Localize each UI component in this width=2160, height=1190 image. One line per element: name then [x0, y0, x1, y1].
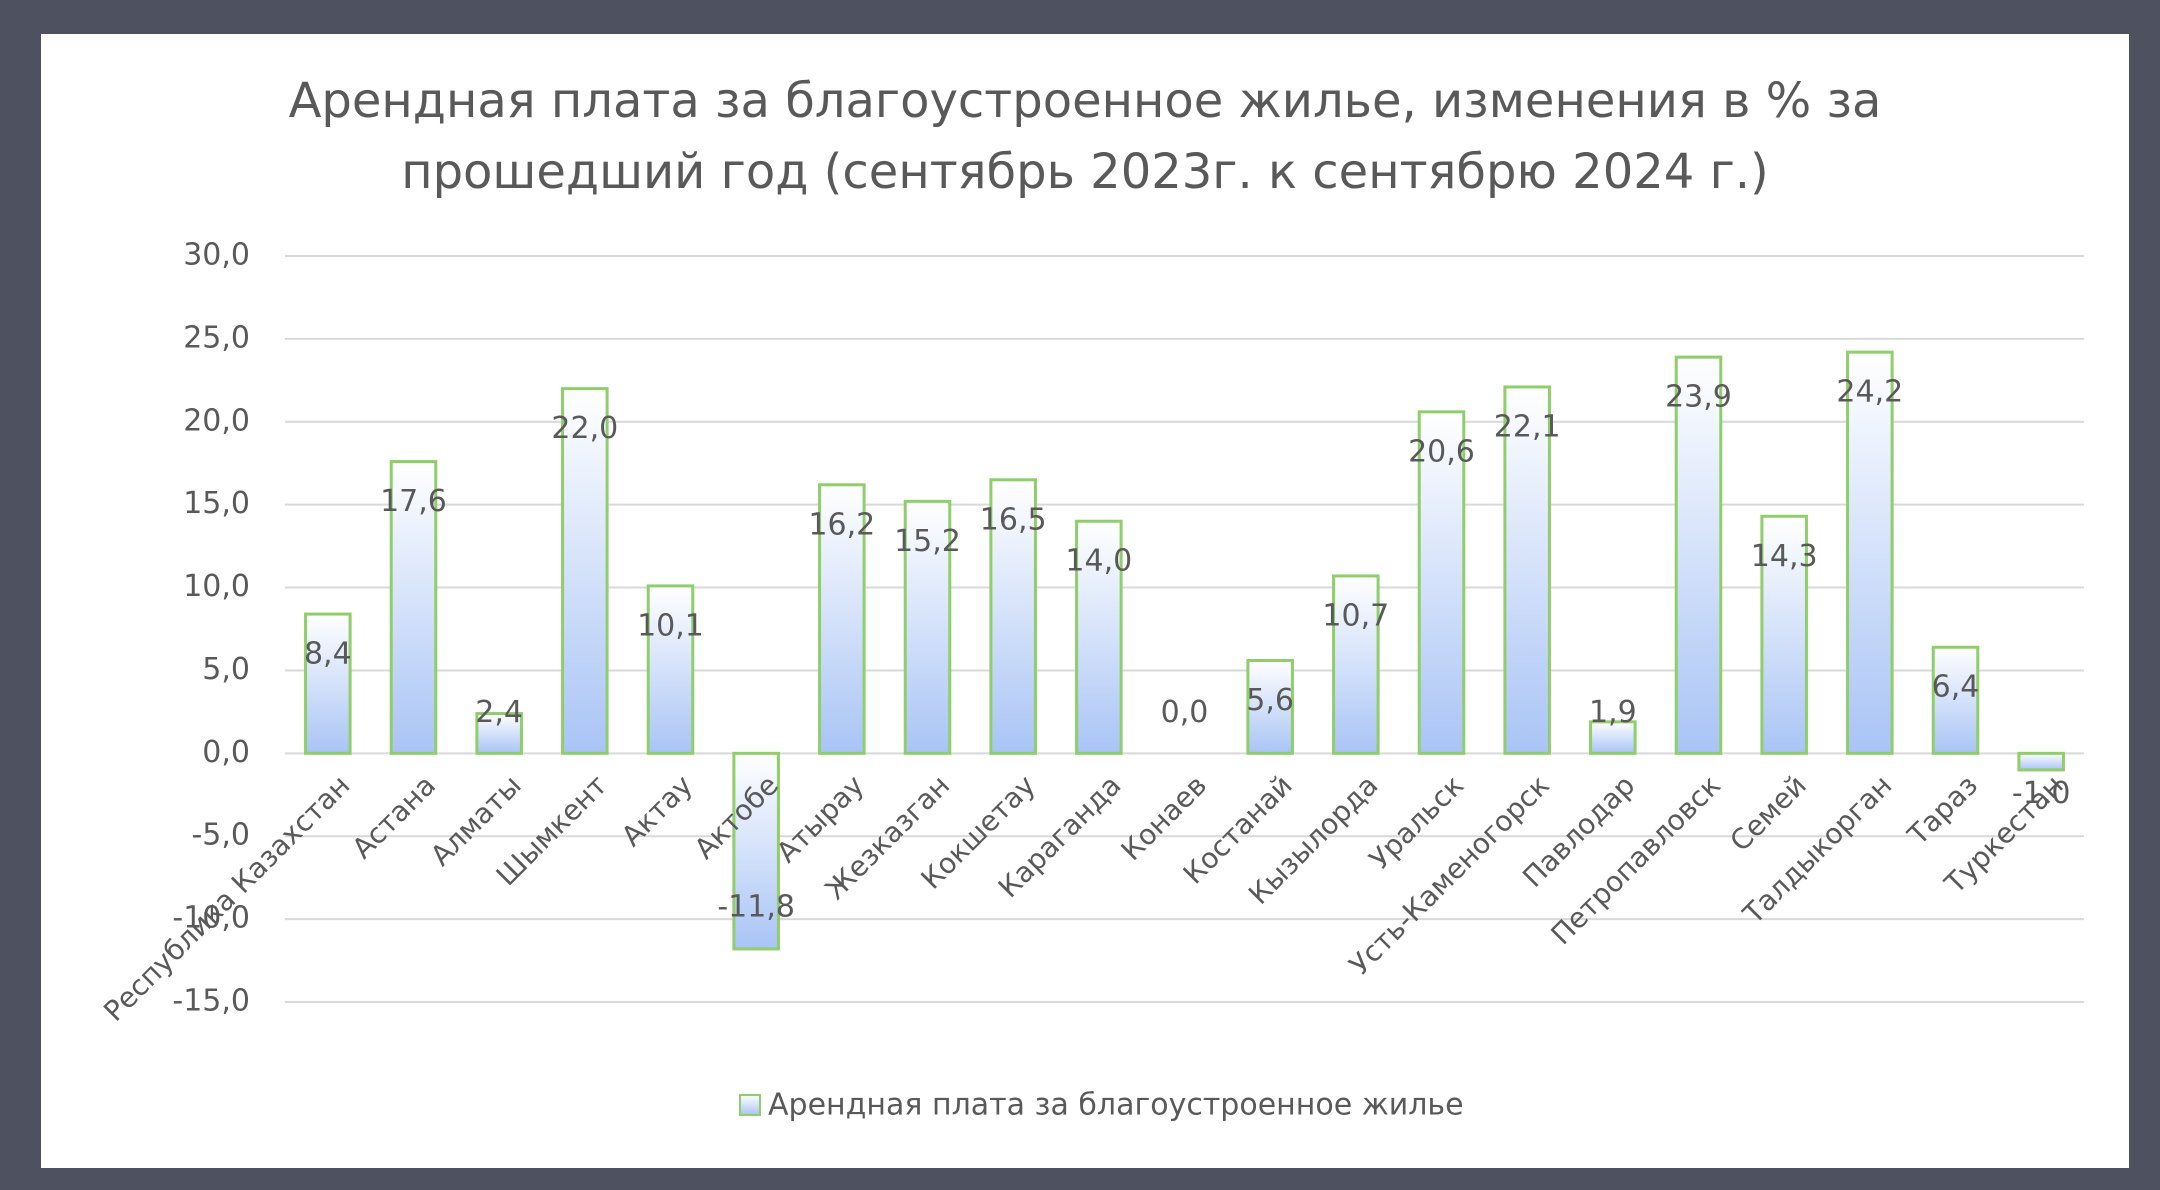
bar — [1846, 350, 1894, 755]
data-label: 20,6 — [1408, 434, 1475, 469]
data-label: 2,4 — [475, 695, 523, 730]
bar — [389, 460, 438, 755]
y-tick-label: 15,0 — [183, 486, 250, 521]
bar — [2017, 751, 2065, 772]
y-tick-label: 10,0 — [183, 569, 250, 604]
data-label: 15,2 — [894, 524, 961, 559]
bar — [1332, 574, 1380, 755]
bar — [1246, 658, 1294, 755]
y-tick-label: -10,0 — [172, 901, 250, 936]
data-label: 6,4 — [1932, 670, 1980, 705]
bar — [818, 483, 866, 755]
y-tick-label: 20,0 — [183, 403, 250, 438]
legend-label: Арендная плата за благоустроенное жилье — [768, 1088, 1464, 1123]
bar — [304, 612, 352, 755]
data-label: 0,0 — [1161, 695, 1209, 730]
data-label: 22,0 — [551, 411, 618, 446]
y-tick-label: 25,0 — [183, 320, 250, 355]
chart-title: Арендная плата за благоустроенное жилье,… — [289, 73, 1882, 129]
data-label: -11,8 — [717, 889, 795, 924]
bar — [903, 499, 952, 755]
data-label: 16,5 — [980, 502, 1047, 537]
data-label: 1,9 — [1589, 695, 1637, 730]
data-label: 22,1 — [1494, 409, 1561, 444]
bar — [475, 712, 523, 755]
data-label: 17,6 — [380, 484, 447, 519]
data-label: 10,1 — [637, 608, 704, 643]
data-label: -1,0 — [2012, 776, 2071, 811]
legend-swatch — [739, 1094, 761, 1116]
data-label: 14,0 — [1065, 544, 1132, 579]
data-label: 10,7 — [1322, 598, 1389, 633]
bar — [989, 478, 1037, 755]
bar — [1674, 355, 1723, 755]
bar — [561, 387, 609, 755]
bar — [646, 584, 695, 755]
y-tick-label: 0,0 — [202, 735, 250, 770]
bar — [1417, 410, 1466, 755]
y-tick-label: -5,0 — [191, 818, 250, 853]
y-tick-label: 5,0 — [202, 652, 250, 687]
data-label: 24,2 — [1836, 375, 1903, 410]
data-label: 8,4 — [304, 637, 352, 672]
data-label: 14,3 — [1751, 539, 1818, 574]
y-tick-label: 30,0 — [183, 238, 250, 273]
bar — [1589, 720, 1637, 755]
data-label: 5,6 — [1246, 683, 1294, 718]
bar — [732, 751, 780, 951]
y-tick-label: -15,0 — [172, 984, 250, 1019]
bar — [1760, 514, 1808, 755]
bar — [1503, 385, 1551, 755]
bar — [1075, 519, 1123, 755]
data-label: 16,2 — [808, 507, 875, 542]
bar — [1931, 645, 1980, 755]
chart-title: прошедший год (сентябрь 2023г. к сентябр… — [401, 144, 1769, 200]
data-label: 23,9 — [1665, 380, 1732, 415]
